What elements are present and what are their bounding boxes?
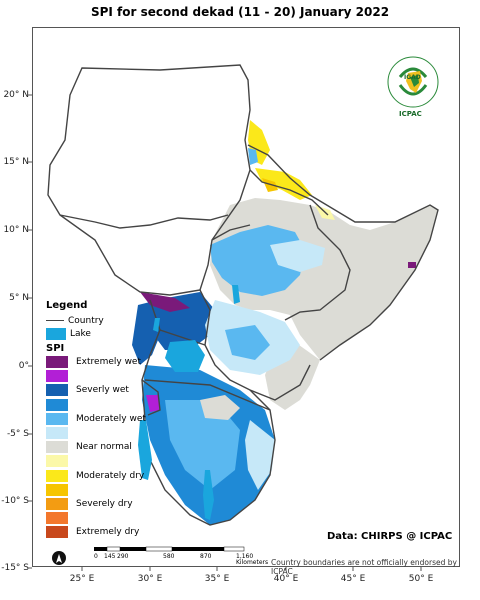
legend-lake: Lake — [46, 327, 146, 340]
spi-title: SPI — [46, 343, 65, 354]
spi-swatch — [46, 427, 68, 440]
spi-sudan-purple — [140, 292, 190, 312]
lon-label: 40° E — [273, 574, 299, 584]
lon-label: 50° E — [408, 574, 434, 584]
map-title: SPI for second dekad (11 - 20) January 2… — [90, 5, 390, 19]
spi-class-item — [46, 454, 146, 468]
data-source: Data: CHIRPS @ ICPAC — [327, 531, 453, 542]
spi-swatch — [46, 356, 68, 369]
spi-class-item — [46, 398, 146, 412]
scale-tick: 580 — [163, 553, 175, 560]
spi-tanzania-gray — [200, 395, 240, 420]
scale-tick: 145 — [104, 553, 116, 560]
spi-eritrea-dry — [255, 168, 312, 200]
lon-label: 45° E — [340, 574, 366, 584]
spi-class-label: Moderately wet — [76, 413, 146, 424]
scale-tick: 1,160 — [236, 553, 254, 560]
spi-swatch — [46, 512, 68, 525]
lat-label: 5° N — [9, 293, 29, 303]
lat-label: 15° N — [3, 157, 29, 167]
axis-ticks — [28, 94, 422, 571]
spi-tanzania-lightblue — [245, 420, 275, 490]
spi-class-item: Extremely wet — [46, 355, 146, 369]
spi-class-label: Severely dry — [76, 498, 133, 509]
scale-unit: Kilometers — [236, 559, 269, 566]
spi-swatch — [46, 497, 68, 510]
lon-label: 25° E — [69, 574, 95, 584]
spi-class-item: Severly wet — [46, 383, 146, 397]
scale-bar — [94, 546, 245, 552]
lon-label: 35° E — [204, 574, 230, 584]
spi-class-label: Near normal — [76, 442, 132, 453]
spi-purple-spot — [408, 262, 416, 268]
spi-drc-east-wet — [132, 300, 162, 365]
spi-class-item: Moderately wet — [46, 412, 146, 426]
spi-swatch — [46, 441, 68, 454]
spi-class-list: Extremely wet Severly wet Moderately wet Ne… — [46, 355, 146, 539]
spi-class-item — [46, 426, 146, 440]
lat-label: 10° N — [3, 225, 29, 235]
spi-swatch — [46, 398, 68, 411]
spi-class-item — [46, 483, 146, 497]
spi-class-label: Extremely dry — [76, 527, 140, 538]
scale-tick: 290 — [117, 553, 129, 560]
spi-swatch — [46, 455, 68, 468]
lake-malawi — [203, 470, 214, 520]
lat-label: -5° S — [6, 429, 29, 439]
lat-label: 0° — [18, 361, 29, 371]
spi-swatch — [46, 483, 68, 496]
igad-logo-icon — [387, 56, 439, 108]
spi-rwanda-purple — [146, 395, 160, 412]
lake-albert — [153, 318, 160, 332]
spi-swatch — [46, 384, 68, 397]
lakes — [138, 285, 240, 520]
spi-kenya-wet-2 — [225, 325, 270, 360]
spi-ethiopia-wet-2 — [270, 240, 325, 272]
logo-bottom-text: ICPAC — [399, 110, 422, 118]
spi-class-label: Extremely wet — [76, 357, 141, 368]
scale-tick: 870 — [200, 553, 212, 560]
spi-class-item — [46, 369, 146, 383]
spi-tanzania-wet-2 — [165, 400, 240, 490]
legend-country: Country — [46, 314, 146, 327]
spi-swatch — [46, 412, 68, 425]
spi-class-item: Moderately dry — [46, 469, 146, 483]
spi-swatch — [46, 526, 68, 539]
lat-label: 20° N — [3, 90, 29, 100]
spi-class-item — [46, 511, 146, 525]
lake-tanganyika — [138, 420, 152, 480]
legend: Legend Country Lake SPI Extremely wet Sev… — [46, 300, 146, 539]
spi-swatch — [46, 370, 68, 383]
spi-class-item: Near normal — [46, 440, 146, 454]
country-borders — [47, 64, 439, 526]
spi-class-label: Severly wet — [76, 385, 129, 396]
legend-country-label: Country — [68, 315, 104, 326]
endorsement-note: Country boundaries are not officially en… — [271, 558, 457, 576]
country-line-swatch — [46, 320, 64, 321]
scale-tick: 0 — [94, 553, 98, 560]
lake-victoria — [165, 340, 205, 372]
spi-swatch — [46, 469, 68, 482]
spi-class-label: Moderately dry — [76, 470, 145, 481]
lake-turkana — [232, 285, 240, 304]
lat-label: -15° S — [1, 563, 29, 573]
spi-class-item: Severely dry — [46, 497, 146, 511]
lon-label: 30° E — [137, 574, 163, 584]
lat-label: -10° S — [1, 496, 29, 506]
logo-top-text: IGAD — [404, 74, 421, 81]
spi-eritrea-wet — [248, 148, 258, 165]
legend-title: Legend — [46, 300, 88, 311]
spi-class-item: Extremely dry — [46, 525, 146, 539]
spi-ethiopia-wet — [210, 225, 305, 296]
lake-swatch — [46, 327, 66, 340]
legend-lake-label: Lake — [70, 328, 91, 339]
north-arrow-icon — [52, 551, 66, 565]
